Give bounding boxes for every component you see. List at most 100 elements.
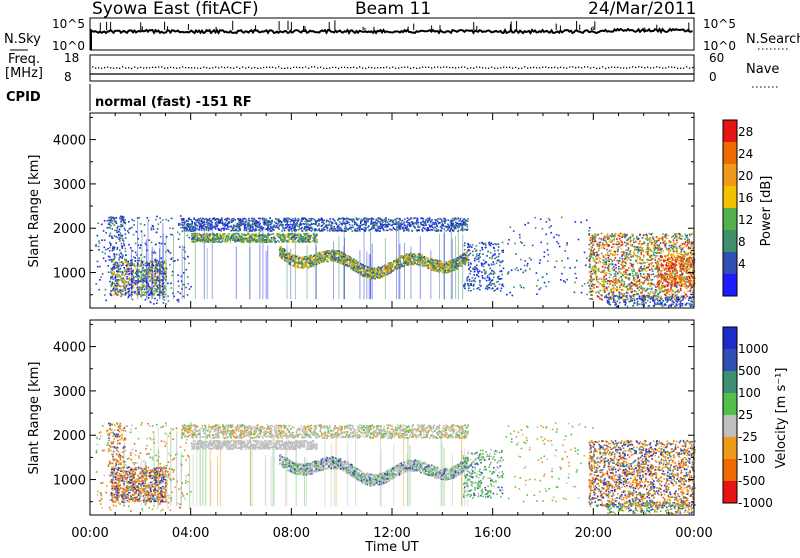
echo-cell [359, 226, 361, 228]
freq-label-1: Freq. [8, 52, 40, 67]
echo-cell [110, 233, 112, 235]
echo-cell [246, 230, 248, 232]
echo-cell [269, 217, 271, 219]
nsky-tick-top: 10^5 [52, 17, 85, 31]
echo-cell [289, 238, 291, 240]
echo-cell [150, 292, 152, 294]
echo-cell [132, 269, 134, 271]
echo-cell [265, 235, 267, 237]
echo-cell [126, 259, 128, 261]
echo-cell [445, 220, 447, 222]
echo-cell [252, 223, 254, 225]
echo-cell [155, 252, 157, 254]
echo-cell [157, 276, 159, 278]
echo-cell [116, 248, 118, 250]
date-title: 24/Mar/2011 [588, 0, 696, 19]
echo-cell [156, 302, 158, 304]
echo-cell [443, 267, 445, 269]
echo-cell [203, 234, 205, 236]
nave-dot [197, 68, 198, 69]
echo-cell [381, 267, 383, 269]
echo-cell [111, 236, 113, 238]
echo-cell [109, 247, 111, 249]
echo-cell [235, 233, 237, 235]
echo-cell [114, 224, 116, 226]
echo-cell [233, 239, 235, 241]
echo-cell [453, 266, 455, 268]
echo-streak [420, 236, 421, 299]
echo-cell [312, 218, 314, 220]
echo-cell [452, 223, 454, 225]
echo-cell [196, 219, 198, 221]
nave-dot [416, 68, 417, 69]
echo-cell [308, 224, 310, 226]
echo-cell [463, 218, 465, 220]
echo-cell [439, 218, 441, 220]
echo-cell [462, 224, 464, 226]
echo-cell [155, 273, 157, 275]
echo-cell [155, 244, 157, 246]
echo-cell [120, 232, 122, 234]
echo-cell [336, 230, 338, 232]
echo-cell [371, 217, 373, 219]
echo-cell [157, 228, 159, 230]
echo-cell [388, 266, 390, 268]
nave-dot [596, 68, 597, 69]
echo-cell [338, 254, 340, 256]
echo-cell [305, 238, 307, 240]
echo-cell [118, 283, 120, 285]
echo-cell [267, 240, 269, 242]
echo-cell [292, 237, 294, 239]
echo-cell [293, 261, 295, 263]
echo-cell [367, 227, 369, 229]
nave-dot [131, 68, 132, 69]
echo-cell [140, 254, 142, 256]
echo-cell [408, 261, 410, 263]
echo-cell [364, 230, 366, 232]
echo-cell [264, 241, 266, 243]
echo-cell [423, 218, 425, 220]
echo-cell [380, 275, 382, 277]
echo-cell [123, 243, 125, 245]
echo-cell [115, 265, 117, 267]
echo-cell [406, 228, 408, 230]
nave-dot [344, 67, 345, 68]
nave-dot [455, 67, 456, 68]
echo-cell [321, 219, 323, 221]
echo-cell [286, 240, 288, 242]
echo-cell [139, 247, 141, 249]
echo-cell [375, 228, 377, 230]
echo-cell [276, 225, 278, 227]
echo-cell [284, 234, 286, 236]
echo-cell [124, 269, 126, 271]
echo-cell [151, 227, 153, 229]
echo-cell [237, 227, 239, 229]
nave-dot [134, 67, 135, 68]
echo-cell [118, 231, 120, 233]
echo-cell [462, 227, 464, 229]
nave-dot [227, 67, 228, 68]
echo-cell [283, 239, 285, 241]
nave-dot [374, 67, 375, 68]
echo-cell [281, 237, 283, 239]
echo-cell [432, 222, 434, 224]
echo-cell [354, 220, 356, 222]
echo-cell [331, 226, 333, 228]
echo-cell [253, 229, 255, 231]
echo-cell [316, 230, 318, 232]
echo-cell [203, 224, 205, 226]
echo-cell [289, 226, 291, 228]
echo-cell [399, 228, 401, 230]
echo-cell [265, 218, 267, 220]
echo-cell [413, 225, 415, 227]
echo-cell [281, 230, 283, 232]
echo-cell [110, 216, 112, 218]
echo-cell [277, 234, 279, 236]
echo-cell [414, 217, 416, 219]
echo-cell [446, 227, 448, 229]
echo-cell [155, 276, 157, 278]
echo-cell [391, 229, 393, 231]
echo-cell [228, 218, 230, 220]
echo-cell [255, 234, 257, 236]
nave-dot [611, 67, 612, 68]
